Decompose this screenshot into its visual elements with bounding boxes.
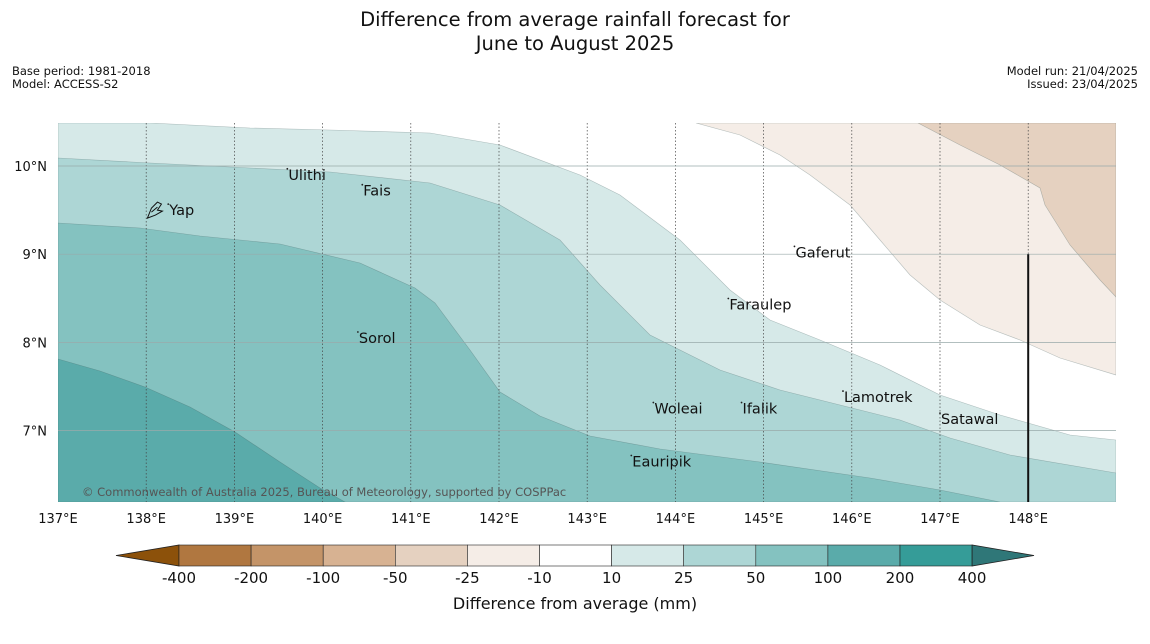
place-labels: Yap Ulithi Fais Gaferut Faraulep Sorol Woleai I… [167,167,998,470]
longitude-tick-label: 144°E [656,512,696,527]
band-50-to-100 [58,222,1001,502]
metadata-left: Base period: 1981-2018 Model: ACCESS-S2 [12,65,151,91]
colorbar-bin [683,544,757,567]
longitude-tick-label: 139°E [215,512,255,527]
longitude-tick-label: 145°E [744,512,784,527]
colorbar-tick-label: -50 [383,569,408,587]
place-label: Ulithi [288,168,326,184]
colorbar-tick-label: -400 [162,569,196,587]
longitude-tick-label: 146°E [832,512,872,527]
colorbar-under-arrow [115,544,180,567]
colorbar-bin [611,544,684,567]
longitude-tick-label: 147°E [920,512,960,527]
island-marker [652,401,655,404]
latitude-tick-label: 9°N [23,248,48,263]
longitude-tick-label: 143°E [567,512,607,527]
place-label: Yap [168,203,194,219]
base-period-text: Base period: 1981-2018 [12,64,151,78]
colorbar-bin [539,544,612,567]
colorbar-bin [394,544,468,567]
metadata-right: Model run: 21/04/2025 Issued: 23/04/2025 [1007,65,1138,91]
island-marker [793,245,796,248]
place-label: Fais [363,184,390,200]
model-run-text: Model run: 21/04/2025 [1006,64,1138,78]
colorbar-label: Difference from average (mm) [452,594,698,613]
latitude-tick-label: 8°N [23,336,48,351]
copyright-text: © Commonwealth of Australia 2025, Bureau… [82,485,566,499]
place-label: Ifalik [743,402,778,418]
colorbar-tick-label: 400 [958,569,987,587]
colorbar-bin [178,544,252,567]
place-label: Gaferut [795,245,850,261]
place-label: Sorol [359,331,396,347]
place-label: Woleai [654,402,702,418]
island-marker [167,203,170,206]
place-label: Lamotrek [844,390,913,406]
colorbar-tick-label: 100 [814,569,843,587]
colorbar-tick-label: 50 [746,569,765,587]
place-label: Satawal [941,412,998,428]
island-marker [630,454,633,457]
colorbar-tick-label: -200 [234,569,268,587]
island-marker [842,390,844,392]
model-text: Model: ACCESS-S2 [12,77,119,91]
latitude-tick-label: 7°N [23,425,48,440]
colorbar-over-arrow [971,544,1035,567]
colorbar: -400 -200 -100 -50 -25 -10 10 25 50 100 200 400 [115,544,1035,587]
colorbar-bin [322,544,396,567]
title-line-2: June to August 2025 [475,32,675,55]
island-marker [727,297,730,300]
longitude-tick-label: 142°E [479,512,519,527]
longitude-tick-label: 140°E [303,512,343,527]
longitude-tick-label: 141°E [391,512,431,527]
latitude-tick-labels: 10°N 9°N 8°N 7°N [14,160,47,440]
map-gridlines [58,123,1116,502]
colorbar-bin [467,544,540,567]
island-marker [740,401,743,404]
colorbar-bin [755,544,829,567]
place-label: Eauripik [632,454,691,470]
band-minus-25-to-minus-50 [917,123,1116,298]
longitude-tick-label: 138°E [126,512,166,527]
colorbar-tick-label: -10 [527,569,552,587]
longitude-tick-label: 137°E [38,512,78,527]
colorbar-tick-label: -100 [306,569,340,587]
band-minus-10-to-minus-25 [695,123,1116,376]
island-marker [286,167,289,170]
yap-island-icon [146,201,164,219]
island-marker [939,412,941,415]
island-marker [361,183,364,186]
latitude-tick-label: 10°N [14,160,47,175]
colorbar-bin [899,544,973,567]
longitude-tick-labels: 137°E 138°E 139°E 140°E 141°E 142°E 143°E 144°E… [38,512,1048,527]
issued-text: Issued: 23/04/2025 [1027,77,1138,91]
title-line-1: Difference from average rainfall forecas… [360,8,790,31]
island-marker [356,331,359,333]
colorbar-tick-label: 200 [886,569,915,587]
longitude-tick-label: 148°E [1008,512,1048,527]
colorbar-tick-label: 25 [674,569,693,587]
colorbar-tick-label: 10 [602,569,621,587]
colorbar-tick-label: -25 [455,569,480,587]
map-title: Difference from average rainfall forecas… [0,8,1150,56]
place-label: Faraulep [729,297,791,313]
colorbar-bin [250,544,324,567]
colorbar-bin [827,544,901,567]
